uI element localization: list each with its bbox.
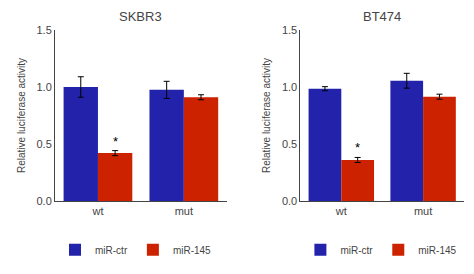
svg-text:1.0: 1.0 <box>37 81 52 93</box>
svg-text:*: * <box>355 140 360 155</box>
svg-text:1.5: 1.5 <box>37 24 52 36</box>
svg-text:BT474: BT474 <box>363 9 401 24</box>
svg-text:SKBR3: SKBR3 <box>119 9 162 24</box>
svg-text:Relative luciferase activity: Relative luciferase activity <box>16 58 27 173</box>
svg-text:0.5: 0.5 <box>282 138 297 150</box>
svg-text:wt: wt <box>91 205 103 217</box>
svg-text:mut: mut <box>175 205 193 217</box>
svg-text:1.0: 1.0 <box>282 81 297 93</box>
svg-text:miR-145: miR-145 <box>173 245 211 256</box>
svg-text:miR-ctr: miR-ctr <box>95 245 128 256</box>
svg-text:1.5: 1.5 <box>282 24 297 36</box>
svg-text:wt: wt <box>335 205 347 217</box>
svg-text:miR-ctr: miR-ctr <box>340 245 373 256</box>
svg-text:Relative luciferase activity: Relative luciferase activity <box>261 58 272 173</box>
svg-text:miR-145: miR-145 <box>418 245 456 256</box>
svg-text:mut: mut <box>414 205 432 217</box>
svg-text:0.0: 0.0 <box>37 195 52 207</box>
svg-text:0.0: 0.0 <box>282 195 297 207</box>
svg-text:0.5: 0.5 <box>37 138 52 150</box>
svg-text:*: * <box>113 134 118 149</box>
